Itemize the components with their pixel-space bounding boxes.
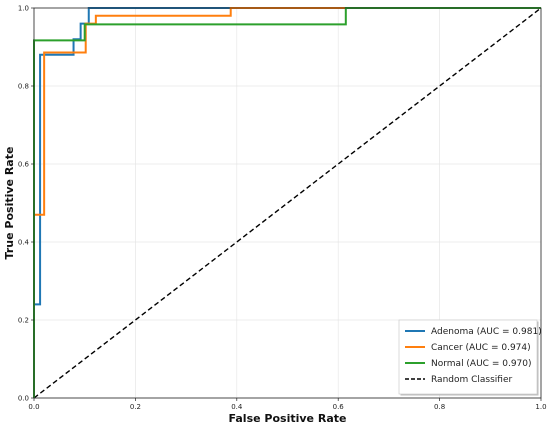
legend-box [398, 319, 538, 395]
y-tick-label: 1.0 [18, 5, 29, 13]
series-line-random-classifier [33, 7, 542, 399]
y-tick-label: 0.2 [18, 317, 29, 325]
x-tick-label: 0.0 [28, 403, 39, 411]
x-tick-label: 0.6 [333, 403, 345, 411]
y-tick-label: 0.4 [18, 239, 30, 247]
y-tick-label: 0.8 [18, 83, 29, 91]
x-axis-ticks: 0.0 0.2 0.4 0.6 0.8 1.0 [28, 398, 547, 411]
legend-entry: Normal (AUC = 0.970) [431, 359, 532, 369]
legend: Adenoma (AUC = 0.981) Cancer (AUC = 0.974… [398, 319, 542, 396]
y-axis-ticks: 0.0 0.2 0.4 0.6 0.8 1.0 [18, 5, 34, 403]
x-tick-label: 1.0 [535, 403, 546, 411]
series-line-adenoma [33, 7, 541, 398]
legend-entry: Adenoma (AUC = 0.981) [431, 327, 542, 337]
x-tick-label: 0.8 [434, 403, 445, 411]
x-axis-label: False Positive Rate [229, 412, 347, 425]
x-tick-label: 0.4 [231, 403, 243, 411]
legend-entry: Random Classifier [431, 375, 513, 385]
y-tick-label: 0.6 [18, 161, 30, 169]
plot-frame [33, 7, 542, 399]
legend-entry: Cancer (AUC = 0.974) [431, 343, 531, 353]
x-tick-label: 0.2 [130, 403, 141, 411]
y-axis-label: True Positive Rate [3, 147, 16, 260]
y-tick-label: 0.0 [18, 395, 29, 403]
